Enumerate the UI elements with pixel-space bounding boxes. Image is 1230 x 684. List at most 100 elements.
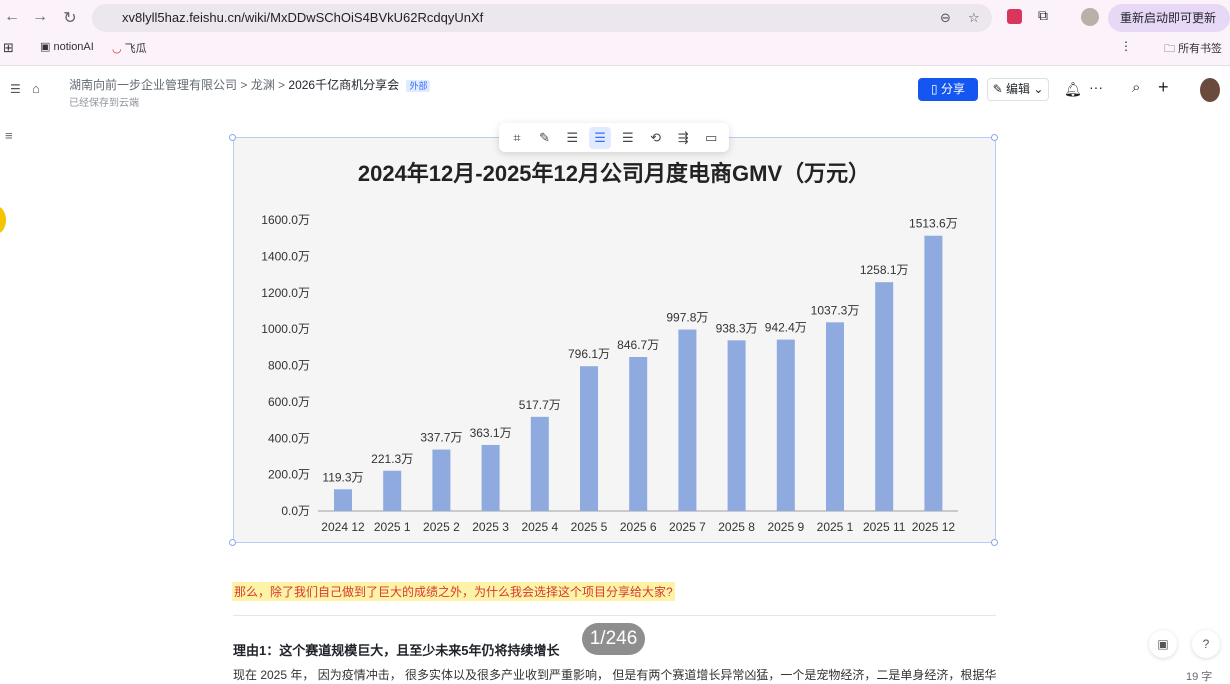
help-icon[interactable]: ?	[1192, 630, 1220, 658]
search-icon[interactable]: ⌕	[1132, 79, 1141, 96]
zoom-icon[interactable]: ⊖	[940, 10, 951, 25]
data-label: 942.4万	[765, 321, 807, 335]
y-tick-label: 800.0万	[268, 359, 310, 373]
more-icon[interactable]: ···	[1089, 79, 1103, 95]
y-tick-label: 200.0万	[268, 468, 310, 482]
bar	[826, 322, 844, 511]
wrap-icon[interactable]: ⇶	[677, 129, 689, 145]
doc-header: ☰ ⌂ 湖南向前一步企业管理有限公司 > 龙渊 > 2026千亿商机分享会 外部…	[0, 66, 1230, 114]
data-label: 363.1万	[470, 426, 512, 440]
data-label: 846.7万	[617, 338, 659, 352]
resize-handle[interactable]	[229, 539, 236, 546]
data-label: 1037.3万	[811, 303, 860, 317]
data-label: 337.7万	[420, 431, 462, 445]
bar	[727, 340, 746, 511]
x-tick-label: 2025 9	[767, 520, 804, 534]
address-bar[interactable]: xv8lyll5haz.feishu.cn/wiki/MxDDwSChOiS4B…	[92, 4, 992, 32]
x-tick-label: 2025 5	[571, 520, 608, 534]
image-toolbar: ⌗ ✎ ☰ ☰ ☰ ⟲ ⇶ ▭	[499, 123, 729, 152]
chart-title: 2024年12月-2025年12月公司月度电商GMV（万元）	[358, 161, 870, 186]
edit-label: 编辑	[1005, 82, 1030, 96]
doc-info-icon[interactable]: ▣	[1149, 630, 1177, 658]
bookmark-notionai[interactable]: ▣ notionAI	[40, 41, 94, 53]
x-tick-label: 2025 3	[472, 520, 509, 534]
bar	[530, 416, 549, 511]
caption-icon[interactable]: ✎	[539, 129, 551, 145]
bar	[432, 449, 451, 511]
bar	[875, 282, 894, 511]
share-button[interactable]: ▯ 分享	[918, 78, 978, 101]
data-label: 119.3万	[322, 470, 363, 484]
forward-icon[interactable]: →	[32, 8, 48, 25]
bar	[924, 235, 943, 511]
divider	[233, 615, 996, 616]
breadcrumb-item[interactable]: 龙渊	[250, 78, 275, 92]
x-tick-label: 2025 1	[374, 520, 411, 534]
all-bookmarks-label: 所有书签	[1178, 43, 1223, 55]
chart-image[interactable]: 2024年12月-2025年12月公司月度电商GMV（万元） 0.0万 200.0…	[233, 137, 996, 543]
x-tick-label: 2025 8	[718, 520, 755, 534]
y-tick-label: 600.0万	[268, 395, 310, 409]
y-tick-label: 400.0万	[268, 431, 310, 445]
align-center-icon[interactable]: ☰	[589, 126, 612, 149]
align-left-icon[interactable]: ☰	[566, 129, 579, 145]
reload-icon[interactable]: ↻	[63, 10, 77, 27]
bar	[334, 489, 352, 511]
bar	[481, 444, 500, 511]
gmv-bar-chart: 2024年12月-2025年12月公司月度电商GMV（万元） 0.0万 200.0…	[261, 161, 958, 534]
crop-icon[interactable]: ⌗	[513, 129, 521, 145]
apps-icon[interactable]: ⊞	[3, 40, 14, 55]
translate-icon[interactable]	[1007, 9, 1022, 24]
y-tick-label: 0.0万	[281, 504, 310, 518]
data-label: 221.3万	[371, 452, 413, 466]
browser-chrome: ← → ↻ xv8lyll5haz.feishu.cn/wiki/MxDDwSC…	[0, 0, 1230, 66]
replace-icon[interactable]: ⟲	[650, 129, 662, 145]
resize-handle[interactable]	[991, 134, 998, 141]
x-tick-label: 2025 4	[521, 520, 558, 534]
profile-avatar[interactable]	[1081, 8, 1099, 26]
comment-icon[interactable]: ▭	[704, 129, 718, 145]
home-icon[interactable]: ⌂	[32, 81, 40, 96]
share-label: 分享	[940, 82, 965, 96]
data-label: 997.8万	[666, 311, 708, 325]
add-icon[interactable]: +	[1158, 77, 1169, 97]
outline-icon[interactable]: ☰	[10, 82, 21, 96]
y-tick-label: 1200.0万	[261, 286, 310, 300]
data-label: 796.1万	[568, 347, 610, 361]
back-icon[interactable]: ←	[4, 8, 20, 25]
bar	[678, 329, 697, 511]
align-right-icon[interactable]: ☰	[622, 129, 634, 145]
x-tick-label: 2024 12	[321, 520, 365, 534]
saved-status: 已经保存到云端	[69, 98, 139, 109]
bookmark-feigua[interactable]: ◡ 飞瓜	[112, 43, 147, 55]
paragraph: 现在 2025 年， 因为疫情冲击， 很多实体以及很多产业收到严重影响， 但是有…	[233, 668, 997, 682]
update-button[interactable]: 重新启动即可更新 ⋮	[1108, 4, 1230, 53]
breadcrumb-item[interactable]: 湖南向前一步企业管理有限公司	[69, 78, 238, 92]
resize-handle[interactable]	[991, 539, 998, 546]
x-tick-label: 2025 7	[669, 520, 706, 534]
highlighted-text: 那么，除了我们自己做到了巨大的成绩之外，为什么我会选择这个项目分享给大家?	[232, 582, 675, 601]
bar	[383, 470, 402, 511]
x-tick-label: 2025 1	[817, 520, 854, 534]
floating-widget[interactable]	[0, 206, 6, 234]
extensions-icon[interactable]: ⧉	[1038, 7, 1048, 23]
star-icon[interactable]: ☆	[968, 10, 980, 25]
breadcrumb-current[interactable]: 2026千亿商机分享会	[288, 78, 400, 92]
bell-icon[interactable]: 🔔︎	[1064, 81, 1082, 97]
x-tick-label: 2025 11	[863, 520, 906, 534]
user-avatar[interactable]	[1200, 78, 1220, 102]
y-tick-label: 1400.0万	[261, 249, 310, 263]
bar	[776, 339, 795, 511]
data-label: 1258.1万	[860, 263, 909, 277]
bookmark-label: notionAI	[53, 41, 94, 53]
data-label: 938.3万	[716, 321, 758, 335]
bookmark-label: 飞瓜	[124, 43, 147, 55]
external-badge: 外部	[406, 80, 431, 92]
url-text: xv8lyll5haz.feishu.cn/wiki/MxDDwSChOiS4B…	[122, 10, 484, 25]
edit-button[interactable]: ✎ 编辑 ⌄	[987, 78, 1049, 101]
x-tick-label: 2025 6	[620, 520, 657, 534]
all-bookmarks[interactable]: 🗀 所有书签	[1164, 43, 1223, 55]
section-heading: 理由1：这个赛道规模巨大，且至少未来5年仍将持续增长	[233, 643, 560, 658]
toc-icon[interactable]: ≡	[5, 128, 13, 143]
resize-handle[interactable]	[229, 134, 236, 141]
